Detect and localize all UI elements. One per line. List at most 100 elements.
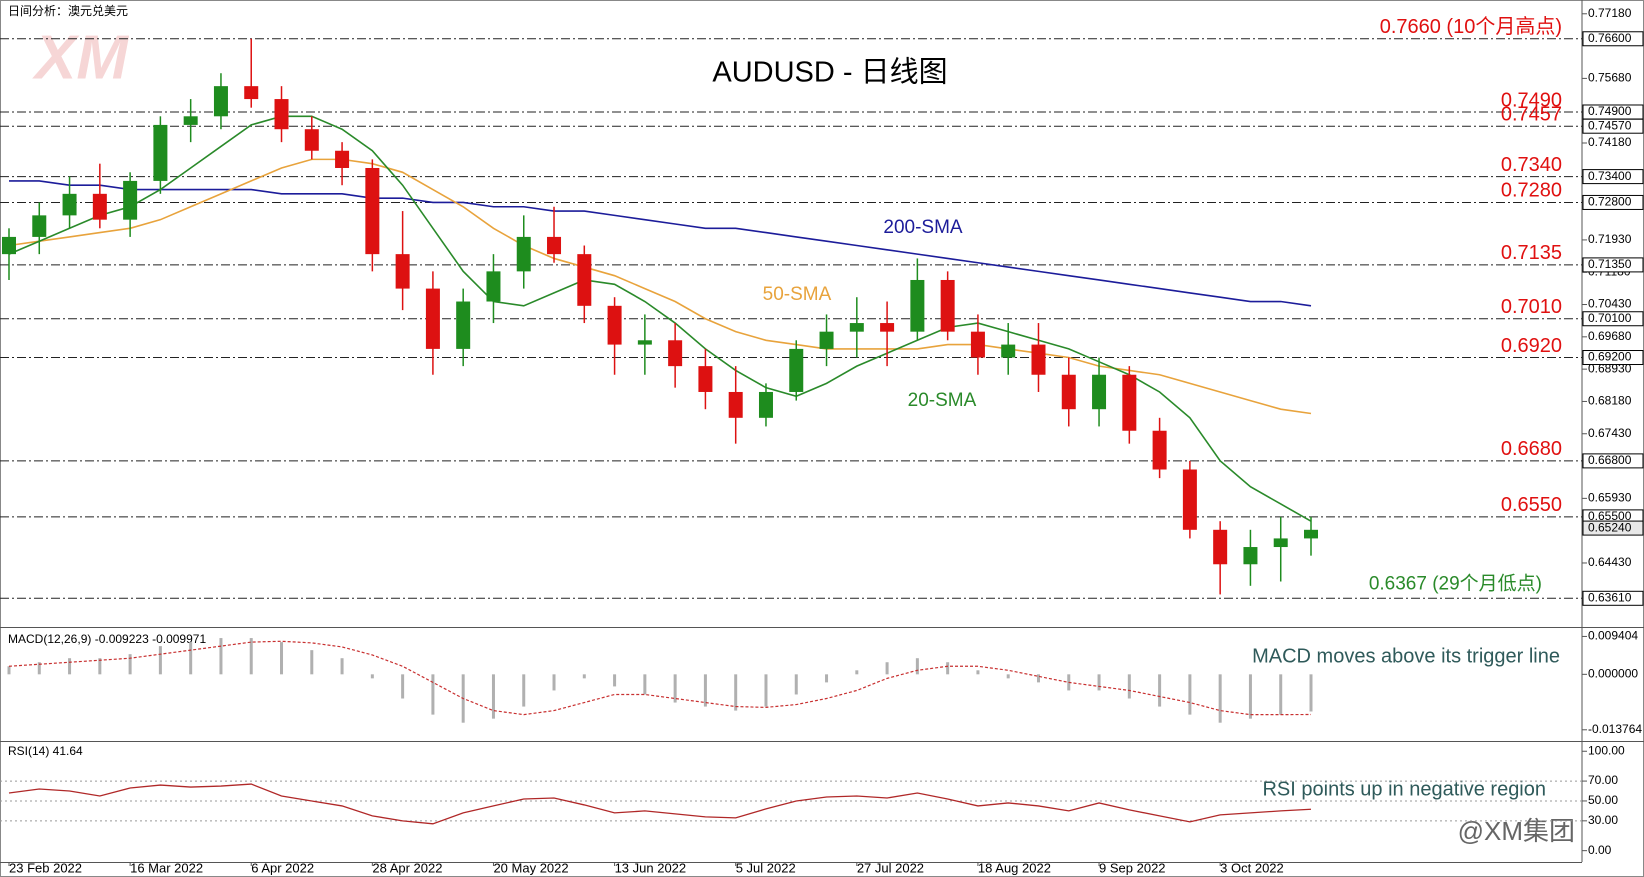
y-tick-label: 0.71930 [1588, 232, 1632, 246]
candle-body [940, 279, 955, 332]
level-label: 0.7457 [1501, 103, 1562, 125]
x-tick-label: 6 Apr 2022 [251, 860, 314, 875]
axis-box-label: 0.63610 [1588, 590, 1632, 604]
candle-body [849, 323, 864, 332]
macd-annotation: MACD moves above its trigger line [1252, 645, 1560, 667]
sma-label: 200-SMA [883, 217, 963, 238]
candle-body [92, 193, 107, 220]
macd-bar [249, 638, 253, 675]
macd-bar [68, 658, 72, 675]
macd-bar [613, 674, 617, 687]
macd-bar [825, 674, 829, 683]
current-price-label: 0.65240 [1588, 520, 1632, 534]
x-tick-label: 23 Feb 2022 [9, 860, 82, 875]
macd-bar [1006, 674, 1010, 679]
y-tick-label: 70.00 [1588, 773, 1618, 787]
axis-box [1582, 257, 1644, 273]
candle-body [244, 86, 259, 100]
watermark: XM [32, 23, 129, 92]
y-tick-label: -0.013764 [1588, 722, 1642, 736]
macd-bar [1218, 674, 1222, 723]
macd-bar [582, 674, 586, 679]
macd-bar [219, 638, 223, 675]
x-tick-label: 18 Aug 2022 [978, 860, 1051, 875]
x-tick-label: 27 Jul 2022 [857, 860, 924, 875]
annotation: 0.6367 (29个月低点) [1369, 573, 1542, 595]
macd-bar [976, 670, 980, 675]
y-tick-label: 0.74180 [1588, 135, 1632, 149]
candle-body [425, 288, 440, 349]
macd-bar [491, 674, 495, 719]
x-tick-label: 9 Sep 2022 [1099, 860, 1166, 875]
x-tick-label: 5 Jul 2022 [736, 860, 796, 875]
macd-bar [764, 674, 768, 707]
candle-body [123, 180, 138, 220]
axis-box [1582, 311, 1644, 327]
y-tick-label: 0.00 [1588, 843, 1612, 857]
rsi-line [8, 783, 1312, 825]
y-tick-label: 0.64430 [1588, 555, 1632, 569]
macd-bar [703, 674, 707, 707]
candle-body [1182, 469, 1197, 530]
macd-bar [7, 666, 11, 675]
candle-body [607, 305, 622, 345]
candle-body [1092, 374, 1107, 410]
x-tick-label: 16 Mar 2022 [130, 860, 203, 875]
sma-line [9, 180, 1312, 307]
macd-bar [401, 674, 405, 699]
candle-body [456, 301, 471, 349]
candle-body [32, 215, 47, 237]
macd-bar [37, 662, 41, 675]
axis-box-label: 0.72800 [1588, 195, 1632, 209]
candle-body [1273, 538, 1288, 548]
candle-body [758, 391, 773, 418]
macd-bar [1188, 674, 1192, 715]
axis-box-label: 0.65500 [1588, 509, 1632, 523]
axis-box [1582, 31, 1644, 47]
candle-body [1213, 529, 1228, 565]
macd-bar [1158, 674, 1162, 707]
macd-bar [552, 674, 556, 691]
axis-box [1582, 453, 1644, 469]
axis-box-label: 0.69200 [1588, 350, 1632, 364]
candle-body [1001, 344, 1016, 358]
y-tick-label: 0.009404 [1588, 629, 1638, 643]
level-label: 0.6680 [1501, 438, 1562, 460]
y-tick-label: 0.70430 [1588, 297, 1632, 311]
macd-bar [158, 646, 162, 675]
axis-box-label: 0.71350 [1588, 257, 1632, 271]
y-tick-label: 50.00 [1588, 793, 1618, 807]
candle-body [274, 99, 289, 130]
candle-body [577, 254, 592, 306]
axis-box-label: 0.74900 [1588, 104, 1632, 118]
macd-bar [734, 674, 738, 711]
candle-body [304, 129, 319, 151]
macd-bar [128, 654, 132, 675]
rsi-annotation: RSI points up in negative region [1262, 778, 1546, 800]
candle-body [153, 124, 168, 181]
macd-bar [855, 670, 859, 675]
candle-body [1122, 374, 1137, 431]
macd-bar [280, 642, 284, 675]
macd-bar [431, 674, 435, 715]
axis-box [1582, 590, 1644, 606]
axis-box [1582, 350, 1644, 366]
candle-body [516, 236, 531, 272]
macd-bar [310, 650, 314, 675]
signal-line [8, 640, 1312, 716]
candle-body [213, 86, 228, 117]
axis-box-label: 0.66800 [1588, 453, 1632, 467]
candle-body [789, 348, 804, 392]
candle-body [1061, 374, 1076, 410]
candle-body [183, 116, 198, 125]
macd-bar [189, 642, 193, 675]
macd-bar [794, 674, 798, 695]
candle-body [486, 271, 501, 302]
axis-box [1582, 194, 1644, 210]
macd-bar [370, 674, 374, 679]
level-label: 0.6920 [1501, 335, 1562, 357]
chart-title: AUDUSD - 日线图 [712, 56, 947, 89]
macd-bar [643, 674, 647, 695]
candle-body [668, 340, 683, 367]
